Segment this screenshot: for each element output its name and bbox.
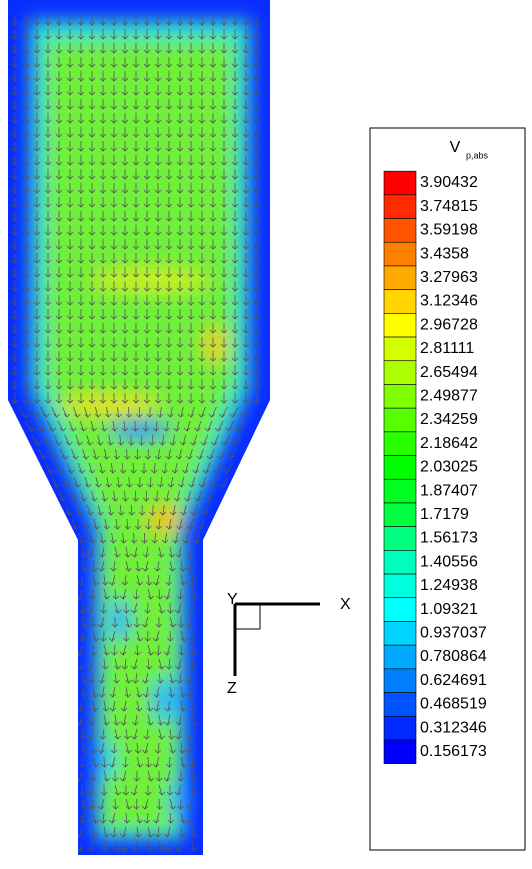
legend-label: 0.468519 <box>420 696 487 713</box>
legend-label: 2.49877 <box>420 388 478 405</box>
legend-swatch <box>384 693 416 717</box>
legend-swatch <box>384 456 416 480</box>
legend-label: 1.40556 <box>420 553 478 570</box>
legend-label: 1.09321 <box>420 601 478 618</box>
legend-swatch <box>384 290 416 314</box>
legend-label: 2.65494 <box>420 364 478 381</box>
legend-swatch <box>384 479 416 503</box>
legend-swatch <box>384 337 416 361</box>
legend-swatch <box>384 266 416 290</box>
legend-label: 2.18642 <box>420 435 478 452</box>
legend-label: 3.4358 <box>420 245 469 262</box>
legend-title-subscript: p,abs <box>466 150 489 160</box>
legend-swatch <box>384 716 416 740</box>
legend-swatch <box>384 384 416 408</box>
legend-label: 0.156173 <box>420 743 487 760</box>
legend-swatch <box>384 669 416 693</box>
axis-y-label: Y <box>227 591 238 608</box>
axis-z-label: Z <box>227 680 237 697</box>
legend-swatch <box>384 621 416 645</box>
legend-swatch <box>384 242 416 266</box>
legend-label: 0.624691 <box>420 672 487 689</box>
legend-label: 0.780864 <box>420 648 487 665</box>
legend-label: 2.96728 <box>420 316 478 333</box>
legend-swatch <box>384 432 416 456</box>
legend-label: 2.81111 <box>420 340 474 357</box>
legend-label: 3.74815 <box>420 198 478 215</box>
axis-triad <box>235 604 320 676</box>
legend-label: 1.7179 <box>420 506 469 523</box>
legend-swatch <box>384 195 416 219</box>
legend-swatch <box>384 219 416 243</box>
legend-label: 1.24938 <box>420 577 478 594</box>
legend-label: 0.312346 <box>420 719 487 736</box>
legend-swatch <box>384 740 416 764</box>
legend-label: 3.12346 <box>420 293 478 310</box>
chart: X Y Z V p,abs 3.90432 3.74815 3.59198 3.435… <box>0 0 532 869</box>
legend-label: 3.59198 <box>420 222 478 239</box>
legend-swatch <box>384 171 416 195</box>
legend-label: 2.34259 <box>420 411 478 428</box>
legend-swatch <box>384 313 416 337</box>
legend-swatch <box>384 408 416 432</box>
legend-swatch <box>384 550 416 574</box>
legend-label: 3.27963 <box>420 269 478 286</box>
legend-swatch <box>384 503 416 527</box>
axis-x-label: X <box>340 596 351 613</box>
legend-swatch <box>384 574 416 598</box>
legend-swatch <box>384 598 416 622</box>
legend-label: 3.90432 <box>420 174 478 191</box>
contour-field <box>0 0 280 869</box>
legend-label: 1.87407 <box>420 482 478 499</box>
legend-title: V <box>450 139 461 156</box>
legend-label: 2.03025 <box>420 459 478 476</box>
legend-swatch <box>384 527 416 551</box>
legend-swatch <box>384 645 416 669</box>
legend-label: 0.937037 <box>420 625 487 642</box>
legend-label: 1.56173 <box>420 530 478 547</box>
legend-swatch <box>384 361 416 385</box>
